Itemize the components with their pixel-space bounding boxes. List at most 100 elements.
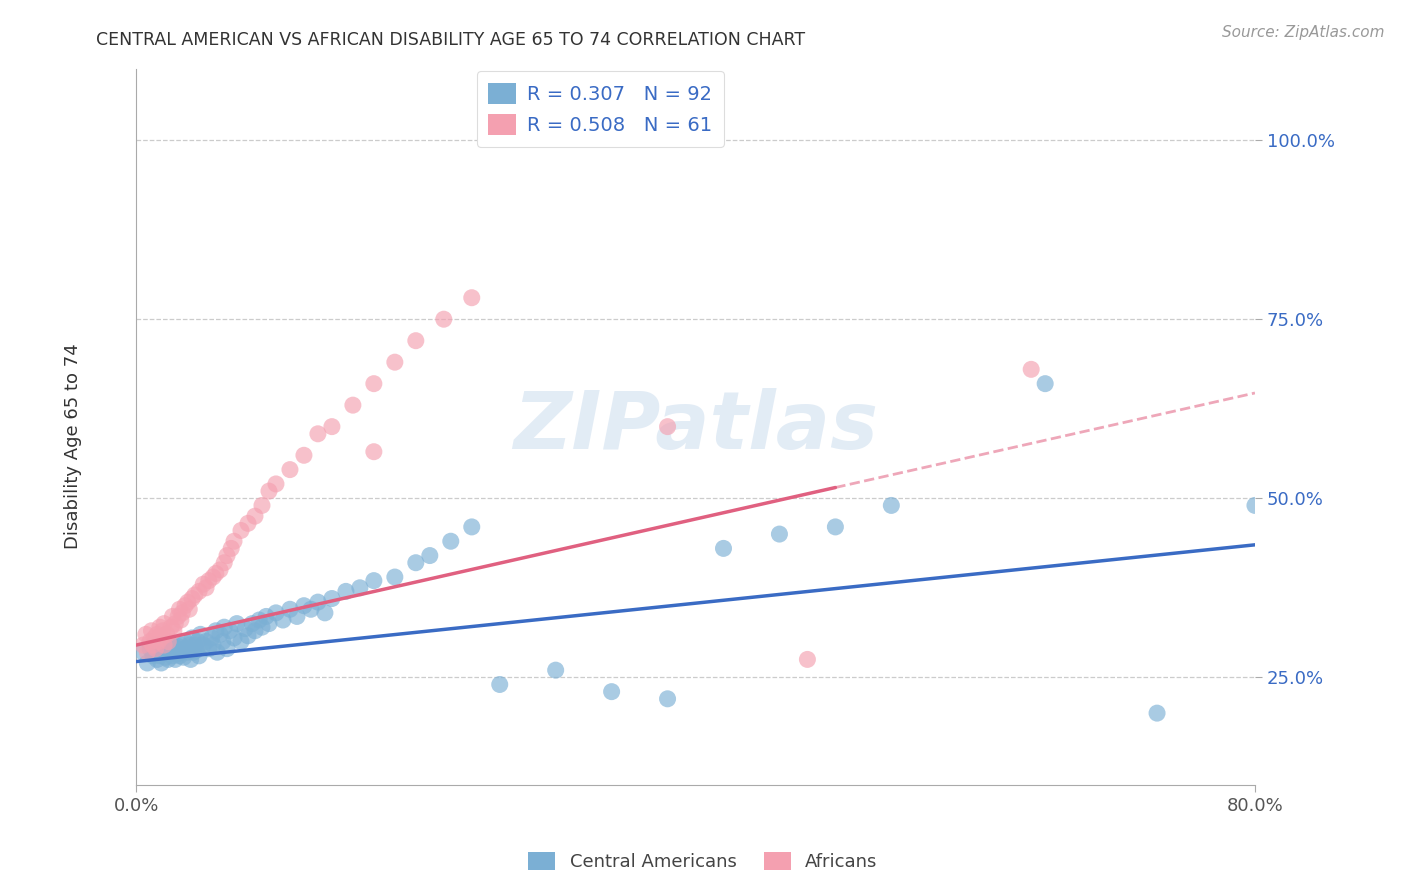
Point xyxy=(824,520,846,534)
Point xyxy=(174,599,197,613)
Point xyxy=(384,570,406,584)
Point xyxy=(162,609,184,624)
Text: Source: ZipAtlas.com: Source: ZipAtlas.com xyxy=(1222,25,1385,40)
Point xyxy=(247,613,270,627)
Point xyxy=(169,648,191,663)
Point xyxy=(254,609,277,624)
Point xyxy=(461,520,484,534)
Legend: R = 0.307   N = 92, R = 0.508   N = 61: R = 0.307 N = 92, R = 0.508 N = 61 xyxy=(477,71,724,146)
Point xyxy=(796,652,818,666)
Point xyxy=(135,627,157,641)
Point xyxy=(768,527,790,541)
Point xyxy=(165,640,187,655)
Point xyxy=(657,419,679,434)
Point xyxy=(172,606,194,620)
Point xyxy=(384,355,406,369)
Point xyxy=(218,624,240,638)
Text: CENTRAL AMERICAN VS AFRICAN DISABILITY AGE 65 TO 74 CORRELATION CHART: CENTRAL AMERICAN VS AFRICAN DISABILITY A… xyxy=(96,31,804,49)
Point xyxy=(257,484,280,499)
Point xyxy=(205,566,228,581)
Point xyxy=(405,334,427,348)
Point xyxy=(193,638,215,652)
Point xyxy=(195,634,218,648)
Point xyxy=(179,602,201,616)
Point xyxy=(170,638,193,652)
Point xyxy=(169,602,191,616)
Point xyxy=(198,574,221,588)
Point xyxy=(156,647,179,661)
Point xyxy=(257,616,280,631)
Point xyxy=(155,650,177,665)
Point xyxy=(1146,706,1168,720)
Point xyxy=(433,312,456,326)
Point xyxy=(342,398,364,412)
Point xyxy=(146,627,169,641)
Point xyxy=(335,584,357,599)
Point xyxy=(440,534,463,549)
Point xyxy=(172,645,194,659)
Point xyxy=(250,499,273,513)
Point xyxy=(149,620,172,634)
Point xyxy=(160,620,183,634)
Point xyxy=(363,574,385,588)
Point xyxy=(174,634,197,648)
Point xyxy=(159,641,181,656)
Point xyxy=(222,631,245,645)
Point xyxy=(150,641,173,656)
Point xyxy=(600,684,623,698)
Point xyxy=(143,631,166,645)
Point xyxy=(184,638,207,652)
Point xyxy=(163,643,186,657)
Point xyxy=(229,524,252,538)
Point xyxy=(162,648,184,663)
Point xyxy=(240,616,263,631)
Point xyxy=(544,663,567,677)
Point xyxy=(153,616,176,631)
Point xyxy=(165,652,187,666)
Point xyxy=(307,595,329,609)
Point xyxy=(193,577,215,591)
Point xyxy=(236,516,259,531)
Point xyxy=(142,638,165,652)
Point xyxy=(299,602,322,616)
Point xyxy=(139,634,162,648)
Point xyxy=(188,584,211,599)
Point xyxy=(157,652,180,666)
Point xyxy=(278,602,301,616)
Point xyxy=(713,541,735,556)
Point xyxy=(156,627,179,641)
Point xyxy=(205,624,228,638)
Point xyxy=(139,641,162,656)
Point xyxy=(190,627,212,641)
Point xyxy=(180,652,202,666)
Point xyxy=(165,616,187,631)
Point xyxy=(321,419,343,434)
Point xyxy=(153,638,176,652)
Point xyxy=(292,448,315,462)
Point xyxy=(1019,362,1042,376)
Point xyxy=(132,638,155,652)
Point xyxy=(179,638,201,652)
Point xyxy=(187,634,209,648)
Point xyxy=(1244,499,1267,513)
Point xyxy=(163,624,186,638)
Point xyxy=(349,581,371,595)
Point xyxy=(160,645,183,659)
Point xyxy=(186,643,208,657)
Point xyxy=(880,499,903,513)
Point xyxy=(167,609,190,624)
Point xyxy=(143,638,166,652)
Point xyxy=(160,638,183,652)
Point xyxy=(136,656,159,670)
Point xyxy=(149,648,172,663)
Point xyxy=(278,462,301,476)
Point xyxy=(1033,376,1056,391)
Point xyxy=(177,645,200,659)
Point xyxy=(405,556,427,570)
Point xyxy=(314,606,336,620)
Point xyxy=(174,641,197,656)
Point xyxy=(153,645,176,659)
Point xyxy=(146,645,169,659)
Point xyxy=(136,645,159,659)
Text: ZIPatlas: ZIPatlas xyxy=(513,388,877,466)
